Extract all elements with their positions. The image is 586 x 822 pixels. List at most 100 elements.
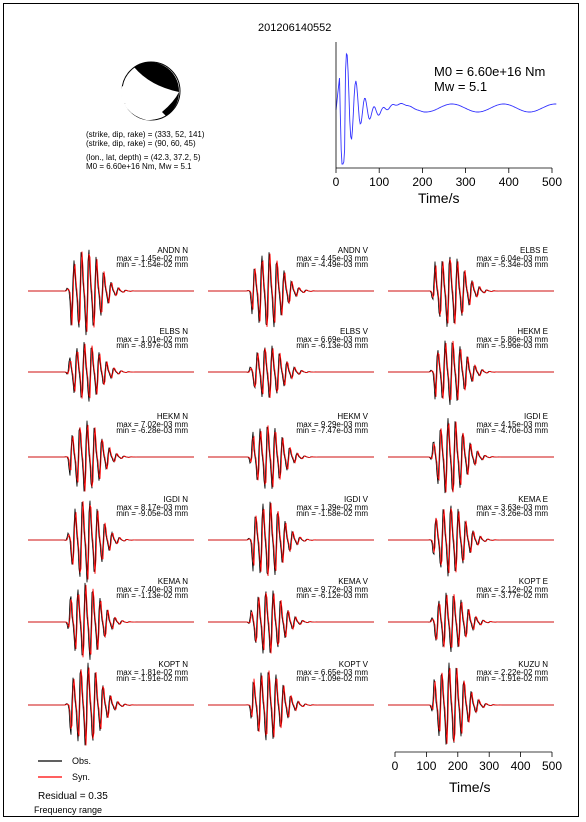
min-amplitude: min = -5.96e-03 mm (476, 341, 548, 350)
stf-x-tick-label-300: 300 (456, 175, 476, 189)
waveform-panel (208, 501, 374, 577)
station-label: KEMA N (157, 577, 188, 586)
min-amplitude: min = -3.26e-03 mm (476, 509, 548, 518)
max-amplitude: max = 7.40e-03 mm (116, 585, 188, 594)
observed-trace (388, 340, 554, 405)
waveform-x-tick-label-200: 200 (448, 759, 468, 773)
station-label: ELBS E (519, 246, 548, 255)
synthetic-trace (388, 259, 554, 325)
station-label: ELBS N (159, 327, 188, 336)
synthetic-trace (208, 253, 374, 328)
max-amplitude: max = 6.65e-03 mm (296, 668, 368, 677)
station-label: KEMA V (338, 577, 368, 586)
station-label: IGDI V (343, 495, 368, 504)
synthetic-trace (208, 670, 374, 738)
observed-trace (208, 426, 374, 489)
max-amplitude: max = 9.29e-03 mm (296, 420, 368, 429)
max-amplitude: max = 2.12e-02 mm (476, 585, 548, 594)
synthetic-trace (208, 425, 374, 488)
max-amplitude: max = 4.45e-03 mm (296, 254, 368, 263)
waveform-x-label: Time/s (449, 779, 491, 795)
synthetic-trace (28, 584, 194, 658)
synthetic-trace (28, 667, 194, 746)
synthetic-trace (208, 592, 374, 654)
stf-x-label: Time/s (418, 190, 460, 206)
min-amplitude: min = -6.28e-03 mm (116, 426, 188, 435)
waveform-panel (28, 662, 194, 746)
frequency-range-label: Frequency range (34, 805, 103, 815)
station-label: IGDI N (163, 495, 188, 504)
legend-obs-label: Obs. (72, 756, 92, 766)
waveform-panel (208, 670, 374, 741)
waveform-x-tick-label-300: 300 (479, 759, 499, 773)
min-amplitude: min = -9.05e-03 mm (116, 509, 188, 518)
mechanism-line-1: (strike, dip, rake) = (333, 52, 141) (86, 130, 205, 139)
waveform-panel (388, 340, 554, 405)
max-amplitude: max = 1.39e-02 mm (296, 503, 368, 512)
min-amplitude: min = -8.97e-03 mm (116, 341, 188, 350)
observed-trace (388, 592, 554, 653)
max-amplitude: max = 1.01e-02 mm (116, 335, 188, 344)
waveform-panel (388, 418, 554, 494)
stf-x-tick-label-0: 0 (333, 175, 340, 189)
waveform-panel (388, 592, 554, 653)
legend-syn-label: Syn. (72, 772, 91, 782)
synthetic-trace (388, 594, 554, 648)
min-amplitude: min = -1.13e-02 mm (116, 591, 188, 600)
waveform-panel (28, 582, 194, 660)
synthetic-trace (28, 251, 194, 332)
min-amplitude: min = -5.34e-03 mm (476, 260, 548, 269)
max-amplitude: max = 9.72e-03 mm (296, 585, 368, 594)
station-label: KOPT E (518, 577, 548, 586)
waveform-x-tick-label-400: 400 (511, 759, 531, 773)
waveform-panel (28, 249, 194, 336)
stf-x-tick-label-500: 500 (542, 175, 562, 189)
stf-x-tick-label-200: 200 (412, 175, 432, 189)
event-id-title: 201206140552 (258, 22, 332, 34)
min-amplitude: min = -6.13e-03 mm (296, 341, 368, 350)
synthetic-trace (208, 502, 374, 577)
figure-frame (3, 3, 579, 817)
waveform-panel (28, 342, 194, 402)
synthetic-trace (28, 343, 194, 399)
station-label: KUZU N (518, 660, 548, 669)
stf-m0-label: M0 = 6.60e+16 Nm (434, 64, 546, 79)
max-amplitude: max = 8.17e-03 mm (116, 503, 188, 512)
station-label: ANDN V (337, 246, 368, 255)
synthetic-trace (388, 340, 554, 401)
stf-x-tick-label-100: 100 (369, 175, 389, 189)
min-amplitude: min = -1.54e-02 mm (116, 260, 188, 269)
synthetic-trace (28, 501, 194, 580)
waveform-panel (208, 425, 374, 489)
max-amplitude: max = 5.86e-03 mm (476, 335, 548, 344)
min-amplitude: min = -1.09e-02 mm (296, 674, 368, 683)
waveform-panel (208, 345, 374, 399)
max-amplitude: max = 3.63e-03 mm (476, 503, 548, 512)
waveform-x-tick-label-500: 500 (542, 759, 562, 773)
moment-line: M0 = 6.60e+16 Nm, Mw = 5.1 (86, 162, 192, 171)
synthetic-trace (388, 667, 554, 744)
waveform-panel (208, 590, 374, 654)
stf-mw-label: Mw = 5.1 (434, 79, 488, 94)
station-label: KEMA E (518, 495, 548, 504)
synthetic-trace (388, 421, 554, 493)
max-amplitude: max = 6.69e-03 mm (296, 335, 368, 344)
station-label: HEKM V (337, 412, 368, 421)
min-amplitude: min = -4.49e-03 mm (296, 260, 368, 269)
waveform-x-tick-label-0: 0 (392, 759, 399, 773)
max-amplitude: max = 1.45e-02 mm (116, 254, 188, 263)
station-label: ANDN N (157, 246, 188, 255)
station-label: KOPT V (338, 660, 368, 669)
station-label: HEKM E (517, 327, 548, 336)
beachball-icon (121, 61, 181, 121)
waveform-panel (28, 420, 194, 492)
stf-curve (335, 52, 557, 165)
max-amplitude: max = 1.81e-02 mm (116, 668, 188, 677)
location-line: (lon., lat, depth) = (42.3, 37.2, 5) (86, 153, 201, 162)
min-amplitude: min = -1.58e-02 mm (296, 509, 368, 518)
residual-label: Residual = 0.35 (38, 791, 108, 802)
max-amplitude: max = 7.02e-03 mm (116, 420, 188, 429)
min-amplitude: min = -3.77e-02 mm (476, 591, 548, 600)
min-amplitude: min = -7.47e-03 mm (296, 426, 368, 435)
